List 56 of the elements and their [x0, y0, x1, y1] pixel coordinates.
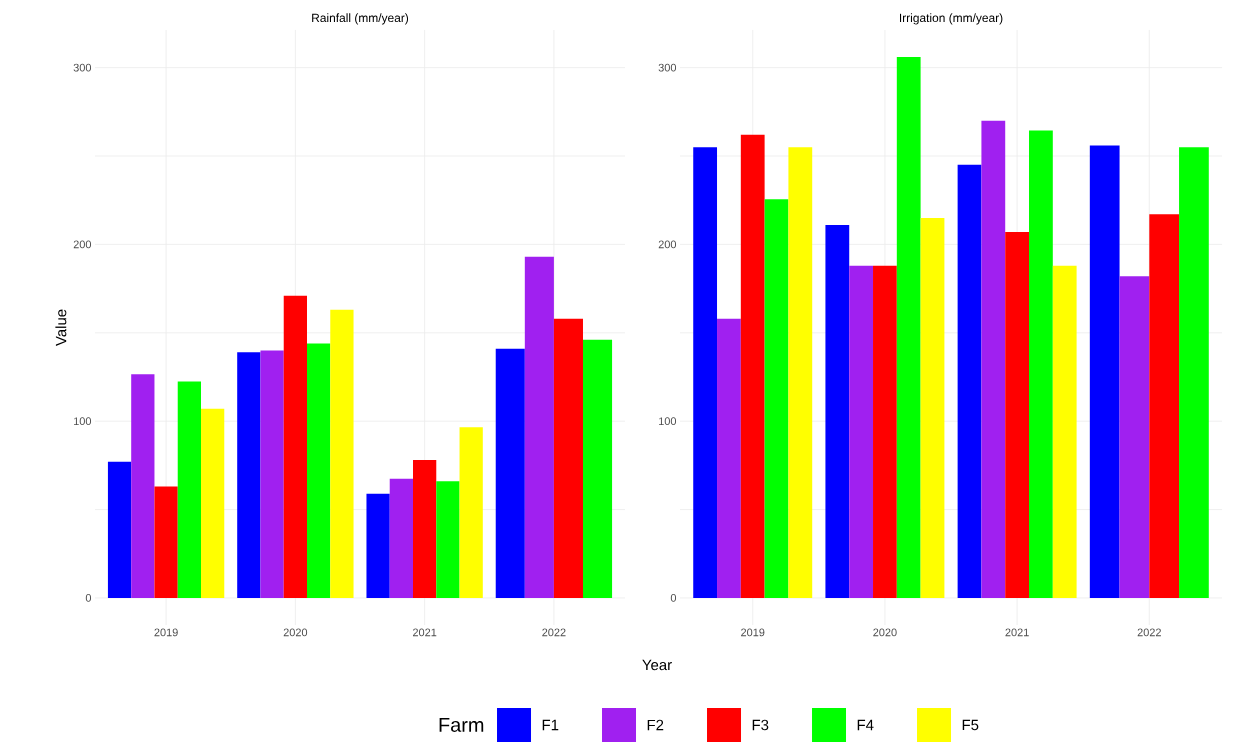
x-tick-label: 2020 — [873, 628, 897, 637]
bar — [740, 134, 765, 598]
x-tick-label: 2021 — [412, 628, 437, 637]
bar — [389, 478, 413, 598]
bar — [1052, 265, 1077, 598]
y-tick-label: 100 — [74, 417, 92, 426]
legend-label: F3 — [752, 719, 769, 731]
x-tick-label: 2021 — [1005, 628, 1029, 637]
bar — [283, 295, 307, 598]
legend-label: F2 — [647, 719, 664, 731]
bar — [459, 427, 483, 598]
bar — [330, 309, 354, 598]
bar — [436, 481, 460, 598]
x-tick-label: 2022 — [1137, 628, 1161, 637]
bar — [260, 350, 284, 598]
bar — [107, 461, 132, 598]
bar — [920, 217, 945, 598]
bar — [307, 343, 331, 598]
y-tick-label: 100 — [659, 417, 677, 426]
bar — [981, 120, 1006, 598]
x-tick-label: 2022 — [542, 628, 566, 637]
y-tick-label: 300 — [658, 63, 677, 72]
bar — [413, 460, 437, 598]
x-tick-label: 2020 — [283, 628, 308, 637]
y-tick-label: 200 — [73, 240, 92, 249]
chart-title: Rainfall (mm/year) — [312, 13, 409, 25]
legend-label: F5 — [962, 719, 979, 731]
bar — [788, 147, 813, 598]
bar — [154, 486, 178, 598]
bar — [849, 265, 874, 598]
y-tick-label: 0 — [85, 594, 92, 602]
bar — [717, 318, 741, 598]
bar — [957, 164, 982, 598]
bar — [693, 147, 718, 598]
bar — [764, 199, 789, 598]
x-tick-label: 2019 — [741, 628, 765, 637]
bar — [366, 493, 390, 598]
bar — [896, 57, 921, 598]
bar — [1029, 130, 1053, 598]
bar — [1005, 232, 1030, 598]
y-tick-label: 200 — [658, 240, 677, 249]
chart-title: Irrigation (mm/year) — [899, 13, 1003, 25]
x-tick-label: 2019 — [154, 628, 178, 637]
legend-label: F4 — [857, 719, 874, 731]
y-tick-label: 0 — [670, 594, 677, 602]
bar — [131, 374, 155, 598]
legend-label: F1 — [542, 719, 559, 731]
bar — [237, 352, 261, 598]
y-axis-title: Value — [55, 309, 67, 346]
bar — [201, 408, 225, 598]
legend-title: Farm — [439, 718, 484, 732]
bar — [873, 265, 897, 598]
y-tick-label: 300 — [73, 63, 92, 72]
bar — [825, 224, 850, 598]
bar — [177, 381, 201, 598]
x-axis-title: Year — [642, 659, 672, 671]
